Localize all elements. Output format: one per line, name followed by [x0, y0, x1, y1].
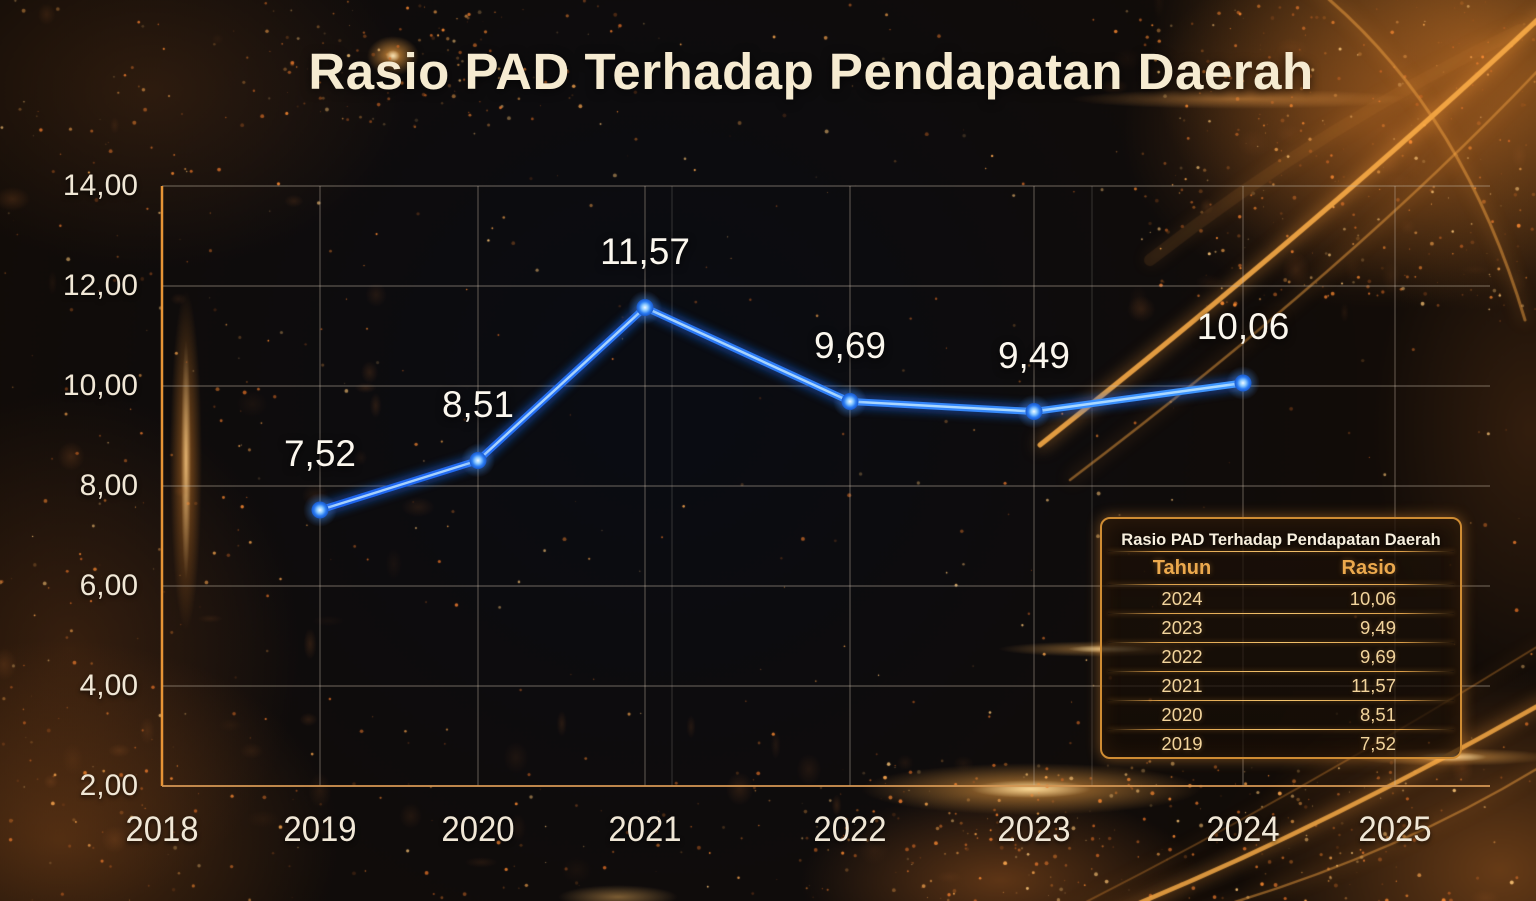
table-row: 2021 11,57 [1102, 672, 1460, 700]
table-divider [1108, 584, 1454, 585]
table-divider [1108, 671, 1454, 672]
table-header-row: Tahun Rasio [1102, 552, 1460, 584]
x-tick-label: 2021 [608, 810, 682, 849]
data-label: 9,49 [997, 334, 1070, 376]
data-label: 7,52 [283, 433, 356, 474]
table-cell-year: 2021 [1161, 675, 1203, 696]
table-row: 2022 9,69 [1102, 643, 1460, 671]
table-cell-year: 2023 [1161, 617, 1203, 638]
data-marker [1025, 403, 1043, 420]
table-title: Rasio PAD Terhadap Pendapatan Daerah [1121, 531, 1441, 549]
data-marker [311, 501, 329, 519]
table-row: 2020 8,51 [1102, 701, 1460, 729]
table-row: 2019 7,52 [1102, 730, 1460, 758]
y-tick-label: 4,00 [79, 669, 138, 702]
table-divider [1108, 642, 1454, 643]
line-core [318, 306, 1245, 512]
table-cell-value: 7,52 [1359, 733, 1396, 754]
x-tick-label: 2023 [997, 810, 1071, 849]
table-row: 2024 10,06 [1102, 585, 1460, 613]
x-tick-label: 2020 [441, 810, 515, 849]
data-label: 8,51 [441, 383, 514, 425]
y-tick-label: 8,00 [79, 469, 138, 502]
table-cell-year: 2020 [1161, 704, 1203, 725]
table-cell-year: 2019 [1161, 733, 1203, 754]
x-tick-label: 2025 [1358, 810, 1432, 849]
y-tick-label: 6,00 [79, 569, 138, 602]
table-cell-year: 2022 [1161, 646, 1203, 667]
x-tick-label: 2022 [813, 810, 887, 849]
x-tick-label: 2019 [283, 810, 357, 849]
y-tick-label: 2,00 [79, 769, 138, 802]
x-tick-label: 2024 [1206, 810, 1280, 849]
y-tick-label: 14,00 [62, 169, 138, 202]
data-marker [1234, 374, 1252, 392]
table-header-tahun: Tahun [1152, 557, 1212, 579]
table-cell-value: 10,06 [1349, 588, 1396, 609]
table-divider [1108, 613, 1454, 614]
table-body: 2024 10,06 2023 9,49 2022 9,69 2021 11,57 2020 8,… [1102, 585, 1460, 758]
y-tick-label: 10,00 [62, 369, 138, 402]
y-tick-label: 12,00 [62, 269, 138, 302]
table-divider [1108, 700, 1454, 701]
data-marker [636, 299, 654, 316]
data-label: 10,06 [1196, 306, 1290, 347]
table-cell-value: 9,49 [1359, 617, 1396, 638]
data-label: 9,69 [813, 324, 886, 366]
table-header-rasio: Rasio [1341, 557, 1396, 579]
table-cell-value: 9,69 [1359, 646, 1396, 667]
data-marker [469, 452, 487, 469]
table-row: 2023 9,49 [1102, 614, 1460, 642]
data-marker [841, 393, 859, 410]
data-label: 11,57 [600, 230, 690, 272]
data-table: Rasio PAD Terhadap Pendapatan Daerah Tah… [1100, 517, 1462, 759]
table-cell-value: 11,57 [1351, 675, 1396, 696]
table-cell-year: 2024 [1161, 588, 1203, 609]
table-divider [1108, 551, 1454, 552]
table-cell-value: 8,51 [1359, 704, 1396, 725]
table-divider [1108, 729, 1454, 730]
x-tick-label: 2018 [125, 810, 199, 849]
chart-title: Rasio PAD Terhadap Pendapatan Daerah [308, 43, 1314, 100]
